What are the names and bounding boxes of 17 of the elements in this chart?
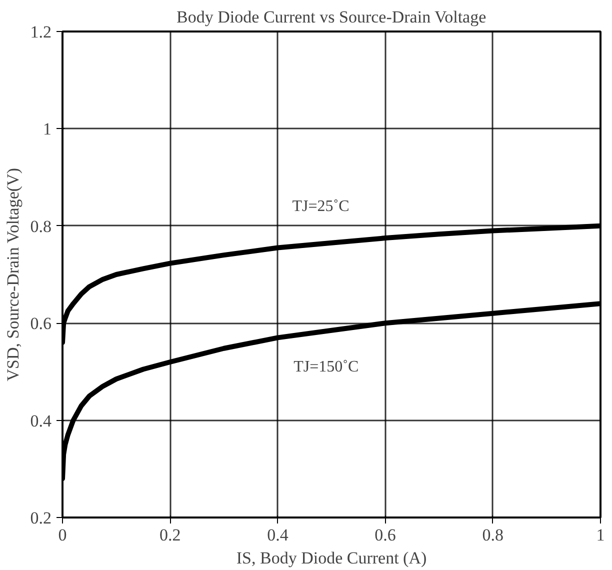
x-tick-label: 0.6 (374, 526, 396, 544)
annotation: TJ=25˚C (292, 198, 350, 215)
y-tick-label: 0.2 (30, 508, 52, 528)
x-tick-label: 1 (596, 526, 605, 544)
annotation: TJ=150˚C (294, 358, 359, 376)
x-tick-label: 0.8 (482, 526, 504, 544)
y-tick-label: 1 (43, 120, 52, 139)
x-axis-title: IS, Body Diode Current (A) (236, 548, 427, 568)
x-tick-label: 0.2 (159, 526, 181, 544)
y-tick-label: 0.4 (30, 411, 52, 430)
y-tick-label: 1.2 (30, 22, 52, 42)
y-axis-title: VSD, Source-Drain Voltage(V) (3, 168, 22, 382)
x-tick-label: 0 (58, 526, 67, 544)
y-tick-label: 0.6 (30, 314, 52, 334)
chart-title: Body Diode Current vs Source-Drain Voltage (176, 8, 486, 26)
y-tick-label: 0.8 (30, 216, 52, 236)
x-tick-label: 0.4 (267, 526, 289, 544)
